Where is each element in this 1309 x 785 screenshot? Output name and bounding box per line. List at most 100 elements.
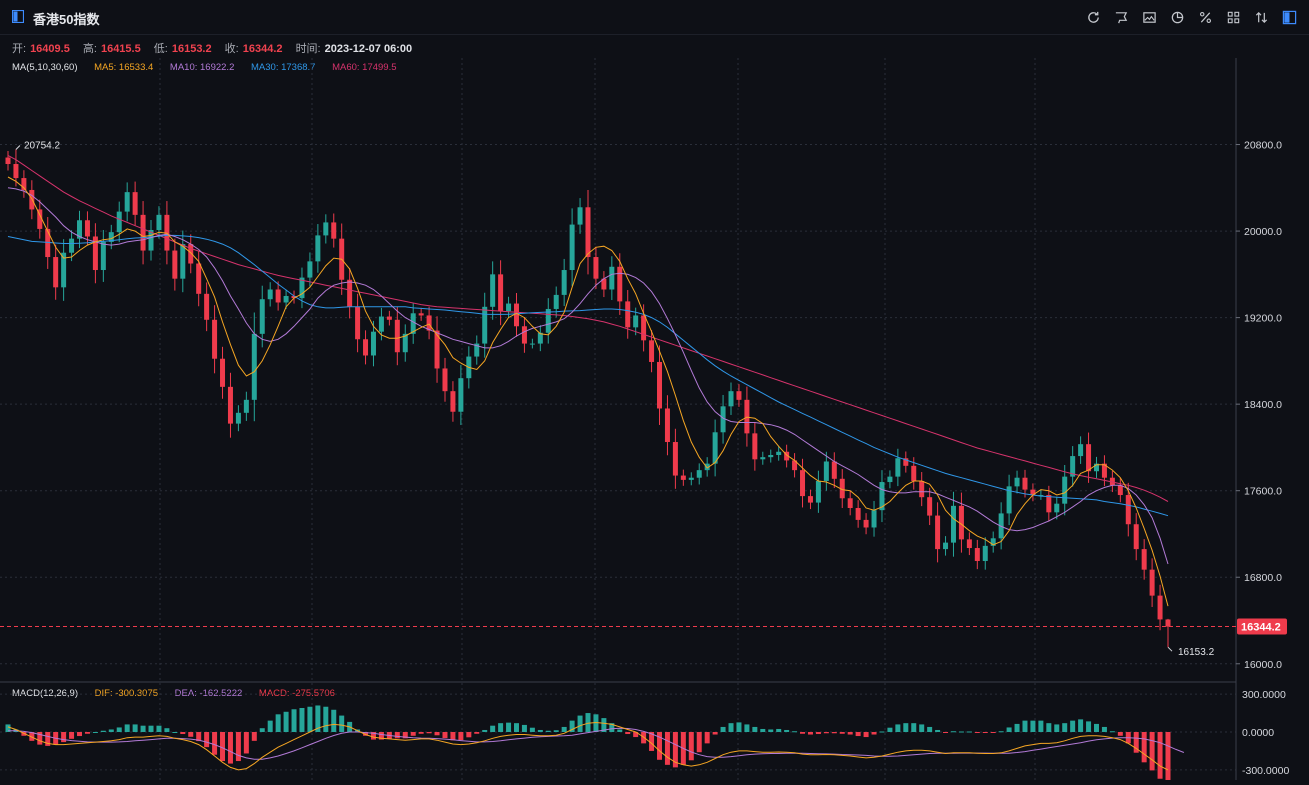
macd-bar xyxy=(490,725,496,732)
candle-body xyxy=(188,244,194,264)
candle-body xyxy=(704,463,710,471)
candle-body xyxy=(275,289,281,303)
macd-bar xyxy=(1038,720,1044,732)
pie-icon[interactable] xyxy=(1167,8,1187,26)
candle-body xyxy=(911,465,917,481)
candle-body xyxy=(323,222,329,236)
ma5-legend: MA5: 16533.4 xyxy=(94,62,154,73)
macd-bar xyxy=(116,727,122,732)
macd-tick-label: 300.0000 xyxy=(1242,689,1286,701)
macd-bar xyxy=(998,731,1004,733)
macd-bar xyxy=(498,723,504,732)
layout-icon[interactable] xyxy=(1279,8,1299,26)
macd-bar xyxy=(148,725,154,732)
macd-bar xyxy=(331,709,337,732)
macd-bar xyxy=(220,732,226,762)
macd-bar xyxy=(434,732,440,736)
candle-body xyxy=(1022,477,1028,490)
candle-body xyxy=(402,333,408,353)
macd-bar xyxy=(871,732,877,735)
macd-bar xyxy=(482,729,488,732)
macd-bar xyxy=(1157,732,1163,779)
macd-bar xyxy=(1046,723,1052,732)
macd-bar xyxy=(267,720,273,732)
candle-body xyxy=(53,257,59,288)
ma30-line xyxy=(7,234,1169,517)
candle-body xyxy=(513,303,519,327)
candle-body xyxy=(847,498,853,509)
macd-bar xyxy=(982,732,988,733)
toolbar xyxy=(1083,8,1299,26)
grid-icon[interactable] xyxy=(1223,8,1243,26)
candle-body xyxy=(537,332,543,344)
dea-legend: DEA: -162.5222 xyxy=(174,688,243,699)
top-bar: 香港50指数 xyxy=(0,0,1309,35)
y-tick-label: 19200.0 xyxy=(1244,313,1282,325)
macd-bar xyxy=(768,729,774,732)
macd-bar xyxy=(506,722,512,732)
macd-bar xyxy=(251,732,257,741)
macd-bar xyxy=(458,732,464,741)
macd-bar xyxy=(1149,732,1155,771)
candle-body xyxy=(1093,463,1099,472)
candle-body xyxy=(259,299,265,334)
macd-bar xyxy=(664,732,670,765)
candle-body xyxy=(1086,444,1092,472)
macd-bar xyxy=(760,728,766,732)
macd-bar xyxy=(37,732,43,745)
candle-body xyxy=(784,451,790,461)
low-marker-label: 16153.2 xyxy=(1178,647,1215,658)
ohlc-readout: 开: 16409.5 高: 16415.5 低: 16153.2 收: 16344.2 … xyxy=(12,40,412,56)
sort-icon[interactable] xyxy=(1251,8,1271,26)
percent-icon[interactable] xyxy=(1195,8,1215,26)
candle-body xyxy=(45,228,51,258)
macd-bar xyxy=(1030,720,1036,732)
macd-bar xyxy=(227,732,233,764)
macd-bar xyxy=(696,732,702,753)
macd-bar xyxy=(466,732,472,738)
candle-body xyxy=(235,412,241,424)
ma10-legend: MA10: 16922.2 xyxy=(169,62,235,73)
high-value: 16415.5 xyxy=(100,43,141,55)
candle-body xyxy=(156,214,162,230)
candle-body xyxy=(712,432,718,464)
macd-bar xyxy=(728,723,734,732)
candle-body xyxy=(140,214,146,251)
image-icon[interactable] xyxy=(1139,8,1159,26)
macd-bar xyxy=(720,726,726,732)
candle-body xyxy=(895,458,901,477)
macd-bar xyxy=(1141,732,1147,763)
macd-bar xyxy=(1006,727,1012,732)
candle-body xyxy=(585,207,591,258)
candle-body xyxy=(418,313,424,316)
macd-bar xyxy=(77,732,83,737)
candle-body xyxy=(974,548,980,562)
candle-body xyxy=(196,263,202,294)
candle-body xyxy=(355,306,361,340)
macd-bar xyxy=(545,730,551,732)
macd-bar xyxy=(1109,731,1115,733)
symbol-title: 香港50指数 xyxy=(33,12,100,27)
candle-body xyxy=(220,358,226,387)
candle-body xyxy=(100,241,106,271)
macd-bar xyxy=(108,729,114,732)
macd-bar xyxy=(633,732,639,738)
macd-bar xyxy=(291,709,297,732)
sidebar-toggle-icon[interactable] xyxy=(12,10,24,23)
refresh-icon[interactable] xyxy=(1083,8,1103,26)
macd-bar xyxy=(275,714,281,732)
macd-bar xyxy=(1086,721,1092,732)
macd-bar xyxy=(784,729,790,732)
candle-body xyxy=(601,278,607,290)
y-tick-label: 16000.0 xyxy=(1244,659,1282,671)
candle-body xyxy=(633,315,639,328)
macd-bar xyxy=(1093,723,1099,732)
draw-icon[interactable] xyxy=(1111,8,1131,26)
candle-body xyxy=(506,303,512,312)
macd-bar xyxy=(363,732,369,736)
candle-body xyxy=(227,386,233,424)
candle-body xyxy=(1062,476,1068,504)
candle-body xyxy=(1101,463,1107,478)
macd-bar xyxy=(45,732,51,746)
